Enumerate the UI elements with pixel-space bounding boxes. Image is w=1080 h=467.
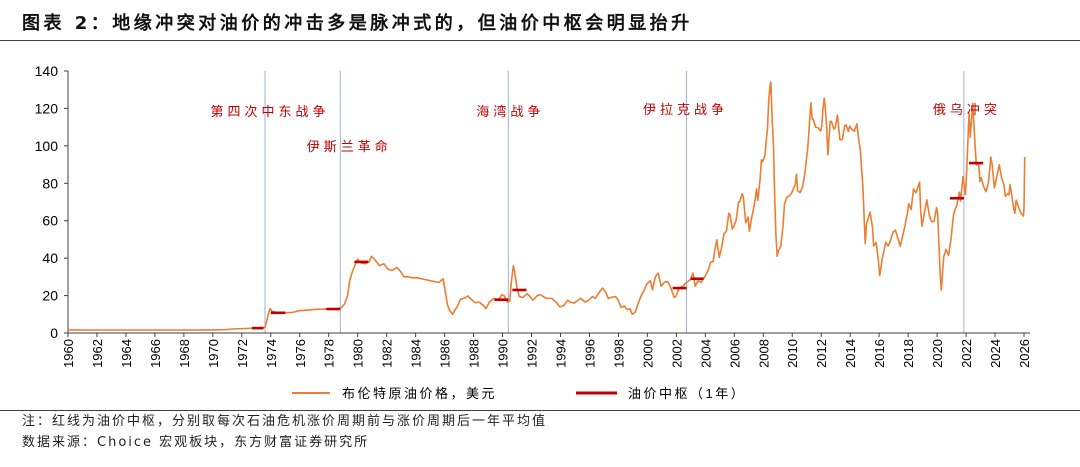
x-tick-label: 2000 — [640, 339, 655, 368]
x-tick-label: 2014 — [843, 339, 858, 368]
x-tick-label: 1978 — [322, 339, 337, 368]
title-rule — [0, 40, 1080, 41]
event-annotation: 伊拉克战争 — [643, 102, 728, 117]
figure-title: 图表 2：地缘冲突对油价的冲击多是脉冲式的，但油价中枢会明显抬升 — [22, 13, 693, 34]
event-annotation: 海湾战争 — [476, 104, 544, 119]
x-tick-label: 2008 — [756, 339, 771, 368]
data-source: 数据来源：Choice 宏观板块，东方财富证券研究所 — [22, 435, 370, 450]
y-tick-label: 140 — [35, 63, 59, 79]
y-tick-label: 60 — [42, 213, 58, 229]
x-tick-label: 1976 — [293, 339, 308, 368]
event-annotation: 伊斯兰革命 — [307, 139, 392, 154]
x-tick-label: 1998 — [611, 339, 626, 368]
y-tick-label: 80 — [42, 175, 58, 191]
x-tick-label: 1994 — [553, 339, 568, 368]
x-tick-label: 1990 — [496, 339, 511, 368]
y-tick-label: 20 — [42, 288, 58, 304]
x-tick-label: 2010 — [785, 339, 800, 368]
oil-price-pivot-segments — [251, 161, 984, 330]
x-tick-label: 1964 — [119, 339, 134, 368]
x-tick-label: 2006 — [727, 339, 742, 368]
legend-label-pivot: 油价中枢（1年） — [628, 386, 746, 401]
x-tick-label: 1984 — [409, 339, 424, 368]
x-tick-label: 1970 — [206, 339, 221, 368]
x-tick-label: 2018 — [901, 339, 916, 368]
y-tick-label: 120 — [35, 100, 59, 116]
footnote: 注：红线为油价中枢，分别取每次石油危机涨价周期前与涨价周期后一年平均值 — [22, 414, 548, 429]
brent-price-line — [67, 81, 1026, 331]
x-tick-label: 1980 — [351, 339, 366, 368]
x-tick-label: 2002 — [669, 339, 684, 368]
x-tick-label: 1988 — [467, 339, 482, 368]
x-tick-label: 2004 — [698, 339, 713, 368]
series-lines — [67, 81, 1026, 331]
y-tick-label: 0 — [50, 325, 58, 341]
x-tick-label: 2016 — [872, 339, 887, 368]
x-tick-label: 2020 — [930, 339, 945, 368]
x-tick-label: 2012 — [814, 339, 829, 368]
legend: 布伦特原油价格，美元 油价中枢（1年） — [292, 386, 746, 401]
event-annotation: 第四次中东战争 — [210, 104, 329, 119]
notes-rule — [0, 410, 1080, 411]
x-tick-label: 1982 — [380, 339, 395, 368]
x-tick-label: 1966 — [148, 339, 163, 368]
x-tick-label: 2026 — [1017, 339, 1032, 368]
axes — [64, 70, 1030, 337]
x-tick-label: 1968 — [177, 339, 192, 368]
y-tick-label: 100 — [35, 138, 59, 154]
x-tick-label: 2024 — [988, 339, 1003, 368]
x-tick-label: 1960 — [61, 339, 76, 368]
x-tick-label: 1996 — [582, 339, 597, 368]
x-tick-label: 1986 — [438, 339, 453, 368]
x-tick-labels: 1960 1962 1964 1966 1968 1970 1972 1974 1976 1978… — [61, 339, 1032, 368]
legend-label-brent: 布伦特原油价格，美元 — [342, 386, 497, 401]
x-tick-label: 1972 — [235, 339, 250, 368]
x-tick-label: 2022 — [959, 339, 974, 368]
event-annotation: 俄乌冲突 — [933, 102, 1001, 117]
x-tick-label: 1992 — [525, 339, 540, 368]
y-tick-label: 40 — [42, 250, 58, 266]
y-tick-labels: 0 20 40 60 80 100 120 140 — [35, 63, 59, 341]
x-tick-label: 1974 — [264, 339, 279, 368]
event-lines — [264, 71, 965, 333]
x-tick-label: 1962 — [90, 339, 105, 368]
